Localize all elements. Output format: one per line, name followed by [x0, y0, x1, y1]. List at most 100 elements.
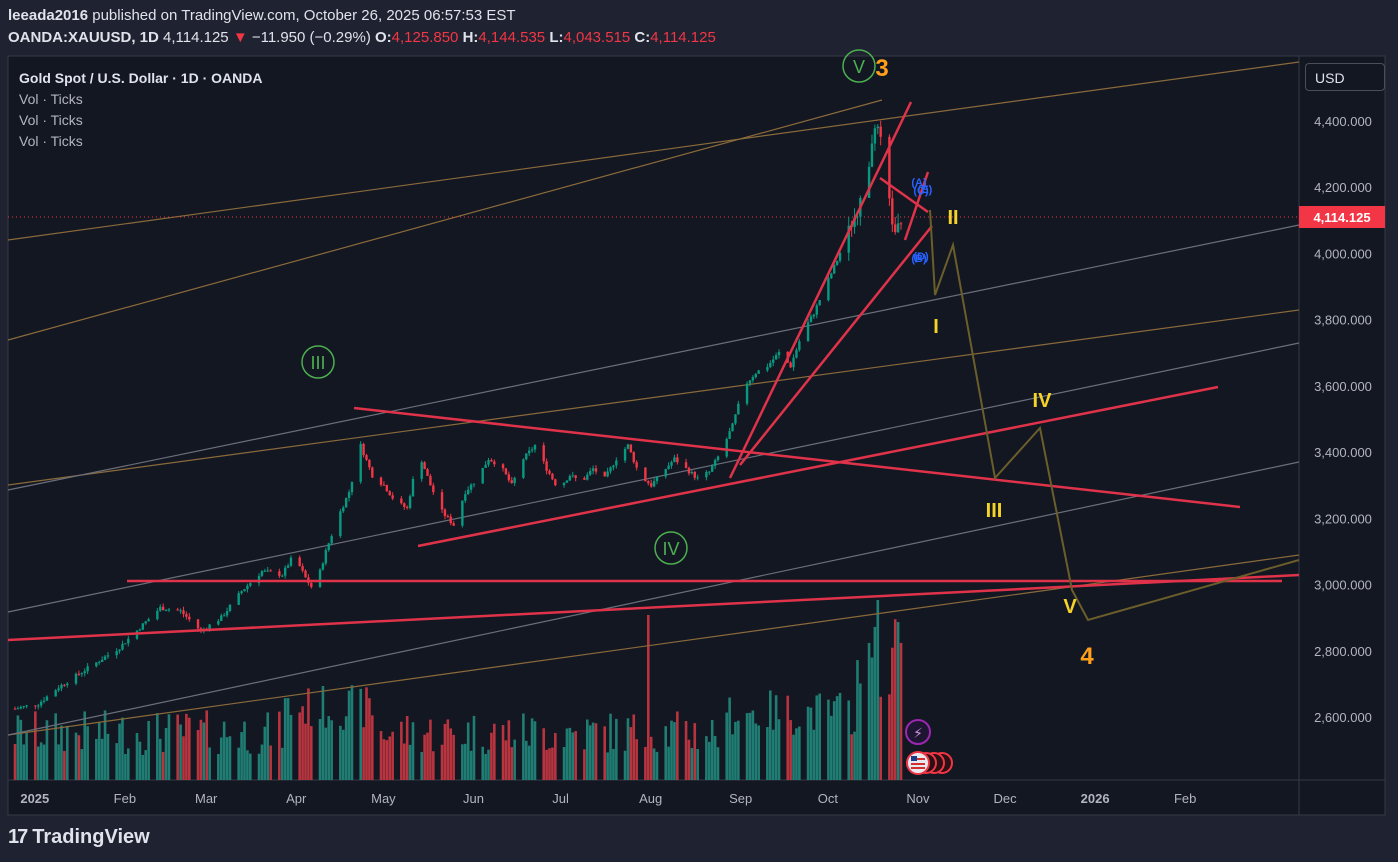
- wave-label-orange-3: 3: [875, 55, 888, 82]
- plot-area[interactable]: [8, 56, 1299, 780]
- candle-body: [853, 217, 856, 228]
- volume-bar: [734, 721, 737, 780]
- volume-bar: [280, 747, 284, 780]
- time-axis[interactable]: [8, 780, 1385, 815]
- currency-button[interactable]: USD: [1305, 63, 1385, 91]
- volume-bar: [554, 733, 557, 780]
- trendline-support-long[interactable]: [7, 573, 1300, 642]
- volume-bar: [757, 725, 760, 780]
- volume-bar: [432, 751, 435, 780]
- volume-bar: [411, 722, 415, 780]
- trendline-triangle-upper[interactable]: [353, 406, 1241, 509]
- channel-line-brown-upper: [7, 61, 1300, 241]
- candle-body: [591, 468, 595, 471]
- volume-bar: [321, 686, 325, 780]
- candle-body: [13, 708, 17, 710]
- symbol-label[interactable]: OANDA:XAUUSD, 1D: [8, 29, 159, 46]
- volume-bar: [795, 728, 798, 780]
- volume-bar: [65, 725, 69, 780]
- volume-bar: [243, 721, 246, 780]
- candle-body: [179, 610, 182, 612]
- volume-bar: [899, 642, 903, 780]
- time-axis-labels: 2025 Feb Mar Apr May Jun Jul Aug Sep Oct Nov Dec 202…: [20, 791, 1196, 806]
- volume-bar: [440, 744, 444, 780]
- price-tick-label: 4,000.000: [1314, 246, 1372, 261]
- candle-body: [583, 477, 586, 480]
- volume-bar: [240, 732, 243, 780]
- price-tick-label: 3,200.000: [1314, 511, 1372, 526]
- volume-bar: [751, 710, 755, 780]
- candle-body: [121, 643, 124, 650]
- low-value: 4,043.515: [563, 29, 631, 46]
- volume-bar: [673, 722, 676, 780]
- candle-body: [461, 500, 464, 526]
- volume-bar: [158, 738, 162, 780]
- volume-bar: [339, 725, 342, 780]
- volume-bar: [629, 727, 633, 780]
- legend-indicator[interactable]: Vol · Ticks: [19, 133, 83, 149]
- candle-body: [127, 638, 130, 644]
- candle-body: [115, 651, 118, 656]
- volume-bar: [676, 711, 679, 780]
- price-tick-label: 4,200.000: [1314, 180, 1372, 195]
- candle-body: [606, 471, 609, 477]
- volume-bar: [612, 748, 615, 780]
- candle-body: [449, 516, 452, 524]
- volume-bar: [466, 722, 470, 780]
- volume-bar: [725, 712, 729, 780]
- candle-body: [545, 461, 548, 471]
- us-flag-stripe: [911, 767, 925, 769]
- volume-bar: [135, 733, 139, 780]
- volume-bar: [501, 725, 505, 780]
- volume-bar: [327, 716, 331, 780]
- trendline-triangle-small-top[interactable]: [879, 176, 929, 214]
- candle-body: [504, 468, 508, 475]
- chart-frame: [7, 55, 1386, 816]
- candle-body: [281, 575, 284, 577]
- legend-title[interactable]: Gold Spot / U.S. Dollar · 1D · OANDA: [19, 70, 263, 86]
- candle-body: [530, 449, 534, 451]
- legend-indicator[interactable]: Vol · Ticks: [19, 91, 83, 107]
- us-flag-stripe: [911, 763, 925, 765]
- volume-bar: [891, 647, 894, 780]
- candle-body: [847, 225, 850, 253]
- candle-body: [565, 480, 569, 483]
- candle-body: [798, 341, 801, 350]
- legend-indicator[interactable]: Vol · Ticks: [19, 112, 83, 128]
- candle-body: [344, 497, 348, 508]
- volume-bar: [121, 717, 124, 780]
- volume-bar: [318, 719, 322, 780]
- trendline-wedge-lower[interactable]: [739, 225, 933, 466]
- volume-bar: [644, 746, 647, 780]
- volume-bar: [626, 718, 630, 780]
- price-axis[interactable]: [1299, 56, 1385, 780]
- tradingview-logo[interactable]: 17 TradingView: [8, 826, 150, 849]
- volume-bar: [45, 720, 49, 780]
- publisher-name[interactable]: leeada2016: [8, 7, 89, 24]
- channel-line-brown-mid: [7, 309, 1300, 486]
- volume-bar: [615, 718, 618, 780]
- volume-bar: [591, 722, 595, 780]
- candle-body: [310, 582, 313, 587]
- volume-bar: [548, 748, 551, 780]
- candle-body: [257, 575, 261, 584]
- candle-body: [443, 509, 447, 516]
- price-tick-label: 3,800.000: [1314, 313, 1372, 328]
- candle-body: [217, 620, 220, 625]
- trendline-triangle-small-side[interactable]: [903, 171, 930, 241]
- volume-bar: [748, 712, 752, 780]
- candle-body: [196, 619, 200, 629]
- trendline-wedge-upper[interactable]: [728, 101, 913, 479]
- candle-body: [652, 481, 656, 487]
- candle-body: [527, 450, 531, 454]
- publish-line: leeada2016 published on TradingView.com,…: [8, 7, 516, 24]
- candle-body: [896, 223, 900, 233]
- candle-body: [446, 515, 450, 517]
- volume-bar: [60, 725, 63, 780]
- volume-bar: [426, 732, 429, 780]
- lightning-event-icon[interactable]: [905, 719, 931, 745]
- volume-bar: [806, 706, 810, 780]
- event-markers[interactable]: ⚡: [905, 719, 953, 775]
- trendline-triangle-lower[interactable]: [417, 385, 1219, 548]
